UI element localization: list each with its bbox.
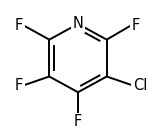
- Text: F: F: [131, 18, 139, 33]
- Text: N: N: [73, 16, 83, 31]
- Text: F: F: [74, 114, 82, 129]
- Text: F: F: [15, 18, 23, 33]
- Text: Cl: Cl: [133, 78, 147, 93]
- Text: F: F: [15, 78, 23, 93]
